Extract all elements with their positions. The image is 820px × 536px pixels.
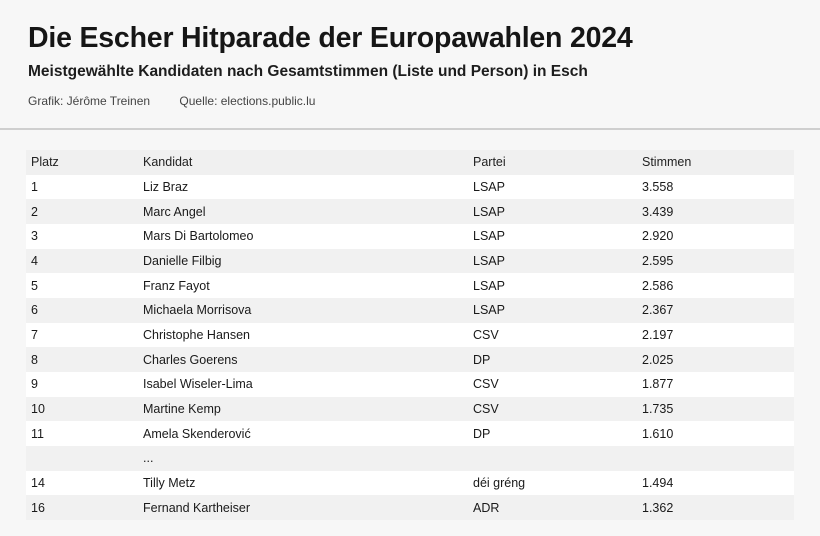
cell-partei: LSAP xyxy=(467,273,637,298)
cell-partei: déi gréng xyxy=(467,470,637,496)
cell-platz: 9 xyxy=(26,372,138,397)
cell-partei: DP xyxy=(467,421,637,447)
table-row: 9 Isabel Wiseler-Lima CSV 1.877 xyxy=(26,372,794,397)
cell-partei: LSAP xyxy=(467,174,637,200)
table-row: 2 Marc Angel LSAP 3.439 xyxy=(26,199,794,224)
table-row: 8 Charles Goerens DP 2.025 xyxy=(26,347,794,372)
cell-platz: 5 xyxy=(26,273,138,298)
table-row: 6 Michaela Morrisova LSAP 2.367 xyxy=(26,297,794,323)
column-header-kandidat: Kandidat xyxy=(137,150,468,175)
results-table: Platz Kandidat Partei Stimmen 1 Liz Braz L… xyxy=(26,150,794,521)
cell-partei xyxy=(467,446,637,471)
cell-kandidat: Christophe Hansen xyxy=(137,322,468,348)
cell-kandidat: Tilly Metz xyxy=(137,470,468,496)
page-subtitle: Meistgewählte Kandidaten nach Gesamtstim… xyxy=(28,63,588,80)
cell-stimmen: 2.025 xyxy=(636,347,794,372)
cell-platz: 4 xyxy=(26,248,138,274)
table-row: 3 Mars Di Bartolomeo LSAP 2.920 xyxy=(26,223,794,249)
cell-kandidat: Marc Angel xyxy=(137,199,468,224)
column-header-partei: Partei xyxy=(467,150,637,175)
cell-partei: LSAP xyxy=(467,297,637,323)
table-row: ... xyxy=(26,446,794,471)
cell-partei: CSV xyxy=(467,322,637,348)
cell-partei: ADR xyxy=(467,495,637,521)
cell-kandidat: Franz Fayot xyxy=(137,273,468,298)
cell-stimmen: 1.362 xyxy=(636,495,794,521)
cell-kandidat: Isabel Wiseler-Lima xyxy=(137,372,468,397)
credits: Grafik: Jérôme Treinen Quelle: elections… xyxy=(28,94,341,108)
cell-platz: 6 xyxy=(26,297,138,323)
cell-kandidat: Mars Di Bartolomeo xyxy=(137,223,468,249)
header: Die Escher Hitparade der Europawahlen 20… xyxy=(0,0,820,130)
cell-platz xyxy=(26,446,138,471)
cell-partei: LSAP xyxy=(467,223,637,249)
table-row: 7 Christophe Hansen CSV 2.197 xyxy=(26,322,794,348)
cell-stimmen: 2.197 xyxy=(636,322,794,348)
cell-stimmen: 2.367 xyxy=(636,297,794,323)
cell-stimmen: 1.735 xyxy=(636,396,794,422)
cell-kandidat: Amela Skenderović xyxy=(137,421,468,447)
cell-stimmen xyxy=(636,446,794,471)
cell-partei: CSV xyxy=(467,396,637,422)
page-title: Die Escher Hitparade der Europawahlen 20… xyxy=(28,22,633,54)
cell-stimmen: 1.610 xyxy=(636,421,794,447)
cell-partei: LSAP xyxy=(467,199,637,224)
table-row: 11 Amela Skenderović DP 1.610 xyxy=(26,421,794,447)
cell-stimmen: 2.595 xyxy=(636,248,794,274)
cell-platz: 7 xyxy=(26,322,138,348)
cell-kandidat: Martine Kemp xyxy=(137,396,468,422)
table-row: 4 Danielle Filbig LSAP 2.595 xyxy=(26,248,794,274)
table-row: 10 Martine Kemp CSV 1.735 xyxy=(26,396,794,422)
credit-graphic: Grafik: Jérôme Treinen xyxy=(28,94,151,108)
cell-platz: 14 xyxy=(26,470,138,496)
cell-stimmen: 1.494 xyxy=(636,470,794,496)
cell-platz: 16 xyxy=(26,495,138,521)
cell-platz: 8 xyxy=(26,347,138,372)
column-header-platz: Platz xyxy=(26,150,138,175)
cell-partei: CSV xyxy=(467,372,637,397)
cell-kandidat: Danielle Filbig xyxy=(137,248,468,274)
cell-platz: 10 xyxy=(26,396,138,422)
cell-kandidat: Fernand Kartheiser xyxy=(137,495,468,521)
table-row: 16 Fernand Kartheiser ADR 1.362 xyxy=(26,495,794,521)
cell-platz: 3 xyxy=(26,223,138,249)
cell-kandidat: Michaela Morrisova xyxy=(137,297,468,323)
cell-partei: LSAP xyxy=(467,248,637,274)
cell-kandidat: Charles Goerens xyxy=(137,347,468,372)
table-row: 5 Franz Fayot LSAP 2.586 xyxy=(26,273,794,298)
cell-stimmen: 1.877 xyxy=(636,372,794,397)
cell-platz: 11 xyxy=(26,421,138,447)
cell-platz: 2 xyxy=(26,199,138,224)
table-header-row: Platz Kandidat Partei Stimmen xyxy=(26,150,794,175)
cell-platz: 1 xyxy=(26,174,138,200)
cell-stimmen: 2.586 xyxy=(636,273,794,298)
cell-kandidat: ... xyxy=(137,446,468,471)
cell-stimmen: 2.920 xyxy=(636,223,794,249)
table-row: 14 Tilly Metz déi gréng 1.494 xyxy=(26,470,794,496)
column-header-stimmen: Stimmen xyxy=(636,150,794,175)
cell-kandidat: Liz Braz xyxy=(137,174,468,200)
cell-stimmen: 3.439 xyxy=(636,199,794,224)
cell-stimmen: 3.558 xyxy=(636,174,794,200)
credit-source: Quelle: elections.public.lu xyxy=(179,94,316,108)
cell-partei: DP xyxy=(467,347,637,372)
table-row: 1 Liz Braz LSAP 3.558 xyxy=(26,174,794,200)
